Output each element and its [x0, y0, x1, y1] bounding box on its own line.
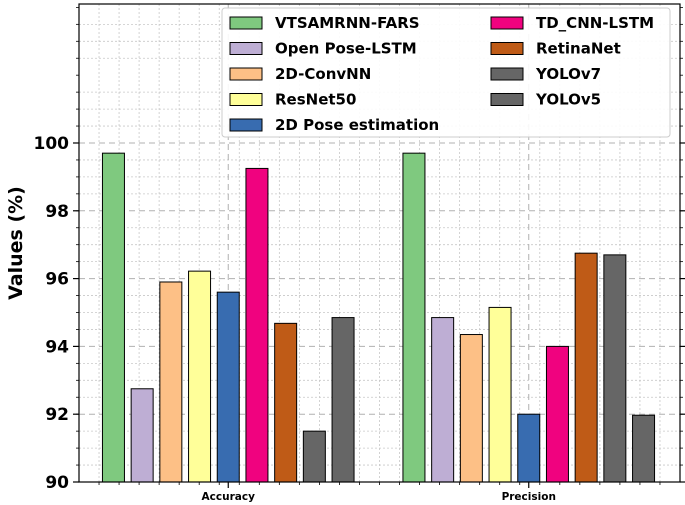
legend-label: VTSAMRNN-FARS — [275, 14, 420, 32]
bar-open-pose-lstm-precision — [431, 317, 455, 483]
bar-td-cnn-lstm-precision — [545, 345, 569, 483]
legend-swatch-yolov7 — [490, 67, 524, 81]
legend-swatch-yolov5 — [490, 93, 524, 106]
legend: VTSAMRNN-FARS Open Pose-LSTM 2D-ConvNN ResN… — [221, 7, 671, 138]
legend-label: ResNet50 — [275, 91, 356, 109]
bar-open-pose-lstm-accuracy — [130, 388, 154, 483]
bar-retinanet-accuracy — [274, 322, 298, 483]
legend-swatch-retinanet — [490, 42, 524, 55]
y-tick-label: 98 — [45, 202, 69, 222]
y-tick-label: 92 — [45, 405, 69, 425]
bar-yolov5-precision — [632, 414, 656, 483]
y-axis-label: Values (%) — [5, 186, 27, 300]
legend-box — [221, 7, 671, 138]
legend-swatch-resnet50 — [229, 93, 263, 106]
legend-swatch-open-pose-lstm — [229, 42, 263, 55]
y-tick-label: 94 — [45, 337, 69, 357]
bar-vtsamrnn-fars-precision — [402, 152, 426, 483]
bar-2d-convnn-precision — [459, 334, 483, 483]
bar-td-cnn-lstm-accuracy — [245, 167, 269, 483]
bar-2d-pose-estimation-accuracy — [216, 291, 240, 483]
bar-yolov5-accuracy — [331, 317, 355, 483]
legend-swatch-2d-pose-estimation — [229, 118, 263, 132]
y-tick-label: 90 — [45, 473, 69, 493]
x-tick-labels: Accuracy Precision — [202, 491, 556, 503]
y-tick-label: 96 — [45, 270, 69, 290]
legend-label: TD_CNN-LSTM — [536, 14, 654, 32]
x-tick-label: Precision — [502, 491, 556, 503]
legend-label: 2D-ConvNN — [275, 65, 371, 83]
legend-swatch-vtsamrnn-fars — [229, 16, 263, 30]
bar-yolov7-precision — [603, 254, 627, 483]
legend-label: YOLOv7 — [535, 65, 601, 83]
bar-retinanet-precision — [574, 252, 598, 483]
bar-2d-convnn-accuracy — [159, 281, 183, 483]
legend-label: YOLOv5 — [535, 91, 601, 109]
y-tick-label: 100 — [34, 134, 70, 154]
axis-ticks — [73, 6, 685, 488]
legend-swatch-td-cnn-lstm — [490, 16, 524, 30]
bar-resnet50-precision — [488, 306, 512, 483]
y-tick-labels: 90 92 94 96 98 100 — [34, 134, 70, 493]
legend-label: Open Pose-LSTM — [275, 40, 417, 58]
legend-swatch-2d-convnn — [229, 67, 263, 81]
x-tick-label: Accuracy — [202, 491, 256, 503]
legend-label: 2D Pose estimation — [275, 116, 439, 134]
bar-2d-pose-estimation-precision — [517, 413, 541, 483]
bar-yolov7-accuracy — [302, 430, 326, 483]
legend-label: RetinaNet — [536, 40, 621, 58]
bar-vtsamrnn-fars-accuracy — [101, 152, 125, 483]
bar-resnet50-accuracy — [188, 270, 212, 483]
